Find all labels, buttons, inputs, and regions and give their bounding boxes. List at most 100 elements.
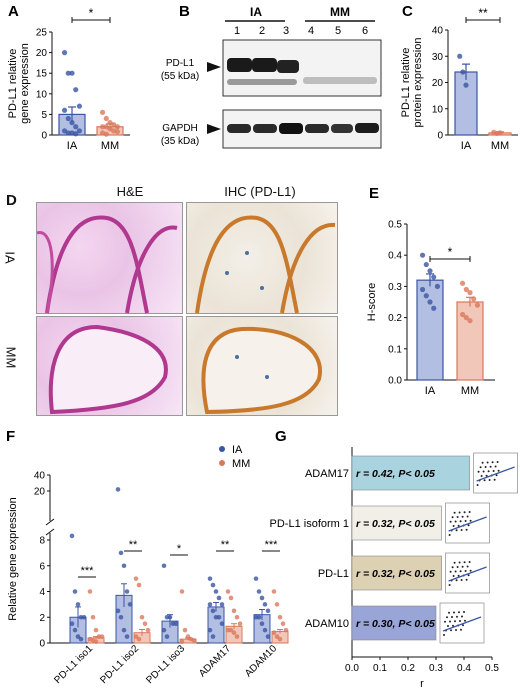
category-label: PD-L1 isoform 1 — [270, 518, 349, 530]
scatter-point — [466, 565, 469, 568]
band-gapdh-5 — [331, 124, 353, 133]
data-point — [210, 582, 216, 588]
y-tick-label: 0.3 — [388, 282, 402, 293]
scatter-inset — [473, 452, 518, 494]
data-point — [139, 614, 145, 620]
x-tick-label: MM — [491, 140, 509, 152]
data-point — [434, 283, 441, 289]
data-point — [207, 627, 213, 633]
y-tick-label: 20 — [36, 48, 48, 59]
data-point — [207, 576, 213, 581]
scatter-point — [459, 520, 462, 523]
scatter-point — [446, 616, 448, 619]
scatter-point — [465, 528, 468, 531]
scatter-point — [481, 461, 484, 464]
data-point — [463, 82, 469, 88]
band-pdl1-lower-ia — [227, 79, 297, 85]
data-point — [61, 50, 68, 56]
scatter-point — [462, 624, 464, 627]
data-point — [65, 70, 71, 76]
data-point — [253, 576, 259, 581]
data-point — [87, 589, 93, 594]
scatter-point — [447, 625, 449, 627]
data-point — [474, 302, 481, 308]
data-point — [133, 576, 139, 581]
scatter-point — [449, 520, 452, 523]
blot-label-gapdh: GAPDH — [162, 123, 198, 134]
scatter-point — [449, 570, 452, 573]
data-point — [136, 582, 142, 588]
scatter-point — [449, 620, 451, 623]
x-tick-label: MM — [461, 385, 479, 397]
scatter-point — [464, 570, 467, 572]
bar-annotation: r = 0.32, P< 0.05 — [356, 568, 435, 580]
histology-col-ihc: IHC (PD-L1) — [224, 184, 296, 199]
x-tick-label: 0.0 — [345, 663, 359, 674]
y-tick-label: 30 — [432, 52, 444, 63]
data-point — [497, 130, 503, 136]
data-point — [99, 634, 105, 639]
data-point — [167, 614, 173, 620]
scatter-point — [452, 525, 455, 527]
data-point — [142, 621, 148, 626]
bar-ia — [416, 279, 444, 381]
data-point — [90, 614, 96, 620]
data-point — [460, 69, 466, 75]
y-tick-label: 2 — [39, 613, 45, 624]
data-point — [121, 563, 127, 569]
histology-col-he: H&E — [116, 184, 144, 199]
scatter-point — [480, 475, 483, 477]
y-tick-label: 0.0 — [388, 376, 402, 387]
data-point — [93, 627, 99, 633]
data-point — [115, 487, 121, 492]
band-gapdh-6 — [355, 123, 379, 133]
data-point — [225, 589, 231, 594]
x-tick-label: 0.1 — [373, 663, 387, 674]
bar-pd-l1-isoform-1 — [351, 505, 442, 541]
bar-pd-l1 — [351, 555, 442, 591]
x-tick-label: IA — [425, 385, 436, 397]
scatter-point — [483, 479, 486, 482]
x-axis-label: r — [420, 678, 424, 690]
scatter-point — [468, 561, 471, 563]
data-point — [73, 87, 79, 93]
scatter-point — [448, 611, 450, 614]
data-point — [419, 252, 426, 258]
x-tick-label: IA — [67, 140, 78, 152]
panel-label: E — [369, 185, 379, 202]
histology-he-mm — [36, 316, 183, 416]
category-label: ADAM17 — [305, 468, 349, 480]
axis-break — [45, 518, 55, 526]
lane-2: 2 — [259, 25, 265, 37]
lane-1: 1 — [234, 25, 240, 37]
y-tick-label: 40 — [432, 26, 444, 37]
panel-g: G 0.0 0.1 0.2 0.3 0.4 0.5 r ADAM17 r = 0.42, P< 0… — [265, 425, 520, 690]
scatter-point — [496, 461, 499, 463]
data-point — [213, 589, 219, 594]
scatter-point — [492, 470, 495, 472]
y-tick-label: 0 — [437, 131, 443, 142]
scatter-point — [487, 470, 490, 473]
scatter-point — [460, 579, 463, 581]
axis-break — [45, 528, 55, 536]
scatter-point — [451, 616, 453, 618]
band-pdl1-2 — [252, 58, 277, 72]
data-point — [75, 602, 81, 607]
scatter-point — [458, 611, 460, 614]
data-point — [115, 608, 121, 614]
data-point — [210, 634, 216, 639]
category-label: PD-L1 — [318, 568, 349, 580]
bar-annotation: r = 0.30, P< 0.05 — [356, 618, 435, 630]
scatter-point — [495, 474, 498, 477]
scatter-point — [453, 611, 455, 614]
panel-label-f: F — [6, 428, 15, 445]
scatter-point — [444, 620, 446, 623]
data-point — [467, 290, 473, 296]
chart-g: G 0.0 0.1 0.2 0.3 0.4 0.5 r ADAM17 r = 0.42, P< 0… — [270, 428, 518, 690]
data-point — [271, 589, 277, 594]
band-pdl1-1 — [227, 58, 252, 72]
scatter-point — [455, 579, 458, 582]
y-tick-label: 0.1 — [388, 344, 402, 355]
scatter-inset — [439, 602, 485, 644]
scatter-point — [455, 629, 457, 631]
